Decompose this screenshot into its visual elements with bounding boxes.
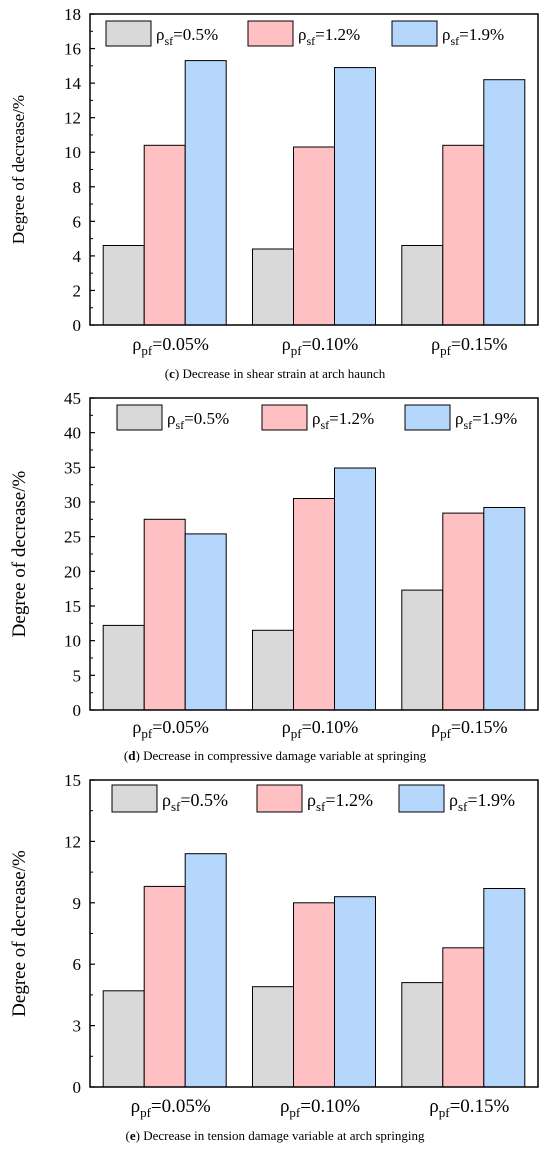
legend-label: ρsf=1.2% xyxy=(312,409,374,432)
bar xyxy=(334,67,376,326)
bar xyxy=(102,624,145,711)
bar xyxy=(483,888,526,1088)
y-tick-label: 10 xyxy=(64,143,81,162)
chart-panel-d: 0 5 10 15 20 25 30 35 40 45 Degree of decrease/% ρs… xyxy=(9,389,539,763)
bar xyxy=(102,245,145,326)
legend-label: ρsf=0.5% xyxy=(162,790,228,814)
bar xyxy=(401,245,444,326)
y-tick-label: 14 xyxy=(64,74,82,93)
bar xyxy=(293,146,335,326)
y-tick-label: 6 xyxy=(73,212,82,231)
x-category-label: ρpf=0.10% xyxy=(280,1096,360,1120)
y-tick-label: 12 xyxy=(64,109,81,128)
legend-swatch xyxy=(391,20,438,47)
y-tick-label: 15 xyxy=(64,597,81,616)
figure-caption: (e) Decrease in tension damage variable … xyxy=(126,1128,425,1143)
figure-caption: (d) Decrease in compressive damage varia… xyxy=(124,748,427,763)
x-category-label: ρpf=0.10% xyxy=(282,334,358,358)
y-tick-label: 0 xyxy=(73,316,82,335)
chart-panel-c: 0 2 4 6 8 10 12 14 16 18 Degree of decrease/% ρsf=0… xyxy=(9,5,539,381)
bar xyxy=(442,512,485,711)
bar xyxy=(401,982,444,1088)
bar xyxy=(293,498,335,711)
bar xyxy=(102,990,145,1088)
y-tick-label: 30 xyxy=(64,493,81,512)
bar xyxy=(184,533,227,711)
x-category-label: ρpf=0.05% xyxy=(131,1096,211,1120)
y-tick-label: 9 xyxy=(73,894,82,913)
legend-label: ρsf=1.9% xyxy=(442,25,504,48)
bar xyxy=(184,60,227,326)
bar xyxy=(143,518,186,711)
y-tick-label: 35 xyxy=(64,458,81,477)
y-tick-label: 20 xyxy=(64,562,81,581)
y-tick-label: 0 xyxy=(73,1078,82,1097)
y-tick-label: 15 xyxy=(64,771,81,790)
y-tick-label: 16 xyxy=(64,40,81,59)
y-axis-label: Degree of decrease/% xyxy=(9,850,30,1017)
legend-swatch xyxy=(105,20,152,47)
bar xyxy=(252,629,294,711)
bar xyxy=(442,144,485,326)
y-tick-label: 2 xyxy=(73,281,82,300)
bar xyxy=(143,885,186,1088)
bar xyxy=(483,79,526,326)
legend-swatch xyxy=(116,404,163,431)
legend-swatch xyxy=(404,404,451,431)
bar xyxy=(401,589,444,711)
y-tick-label: 12 xyxy=(64,832,81,851)
y-tick-label: 4 xyxy=(73,247,82,266)
y-tick-label: 25 xyxy=(64,528,81,547)
y-tick-label: 10 xyxy=(64,632,81,651)
x-category-label: ρpf=0.15% xyxy=(431,717,507,741)
bar xyxy=(334,467,376,711)
legend-label: ρsf=0.5% xyxy=(167,409,229,432)
legend-swatch xyxy=(261,404,308,431)
y-tick-label: 18 xyxy=(64,5,81,24)
y-tick-label: 40 xyxy=(64,424,81,443)
legend-swatch xyxy=(247,20,294,47)
y-axis-label: Degree of decrease/% xyxy=(9,470,30,637)
x-category-label: ρpf=0.15% xyxy=(431,334,507,358)
bar xyxy=(252,986,294,1088)
legend-label: ρsf=0.5% xyxy=(156,25,218,48)
x-category-label: ρpf=0.15% xyxy=(429,1096,509,1120)
legend-swatch xyxy=(256,784,303,813)
bar xyxy=(252,248,294,326)
x-category-label: ρpf=0.05% xyxy=(132,717,208,741)
y-tick-label: 0 xyxy=(73,701,82,720)
y-tick-label: 6 xyxy=(73,955,82,974)
x-category-label: ρpf=0.10% xyxy=(282,717,358,741)
figure-caption: (c) Decrease in shear strain at arch hau… xyxy=(165,366,386,381)
bar xyxy=(143,144,186,326)
legend-label: ρsf=1.2% xyxy=(298,25,360,48)
y-tick-label: 45 xyxy=(64,389,81,408)
chart-panel-e: 0 3 6 9 12 15 Degree of decrease/% ρsf=0.5% ρsf=… xyxy=(9,771,539,1143)
y-axis-label: Degree of decrease/% xyxy=(9,95,28,244)
bar xyxy=(442,947,485,1088)
bar xyxy=(293,902,335,1088)
legend-label: ρsf=1.9% xyxy=(455,409,517,432)
bar xyxy=(334,896,376,1088)
x-category-label: ρpf=0.05% xyxy=(132,334,208,358)
y-tick-label: 5 xyxy=(73,666,82,685)
y-tick-label: 3 xyxy=(73,1017,82,1036)
bar xyxy=(184,853,227,1088)
y-tick-label: 8 xyxy=(73,178,82,197)
bar xyxy=(483,507,526,711)
legend-swatch xyxy=(111,784,158,813)
legend-label: ρsf=1.9% xyxy=(449,790,515,814)
legend-swatch xyxy=(398,784,445,813)
legend-label: ρsf=1.2% xyxy=(307,790,373,814)
